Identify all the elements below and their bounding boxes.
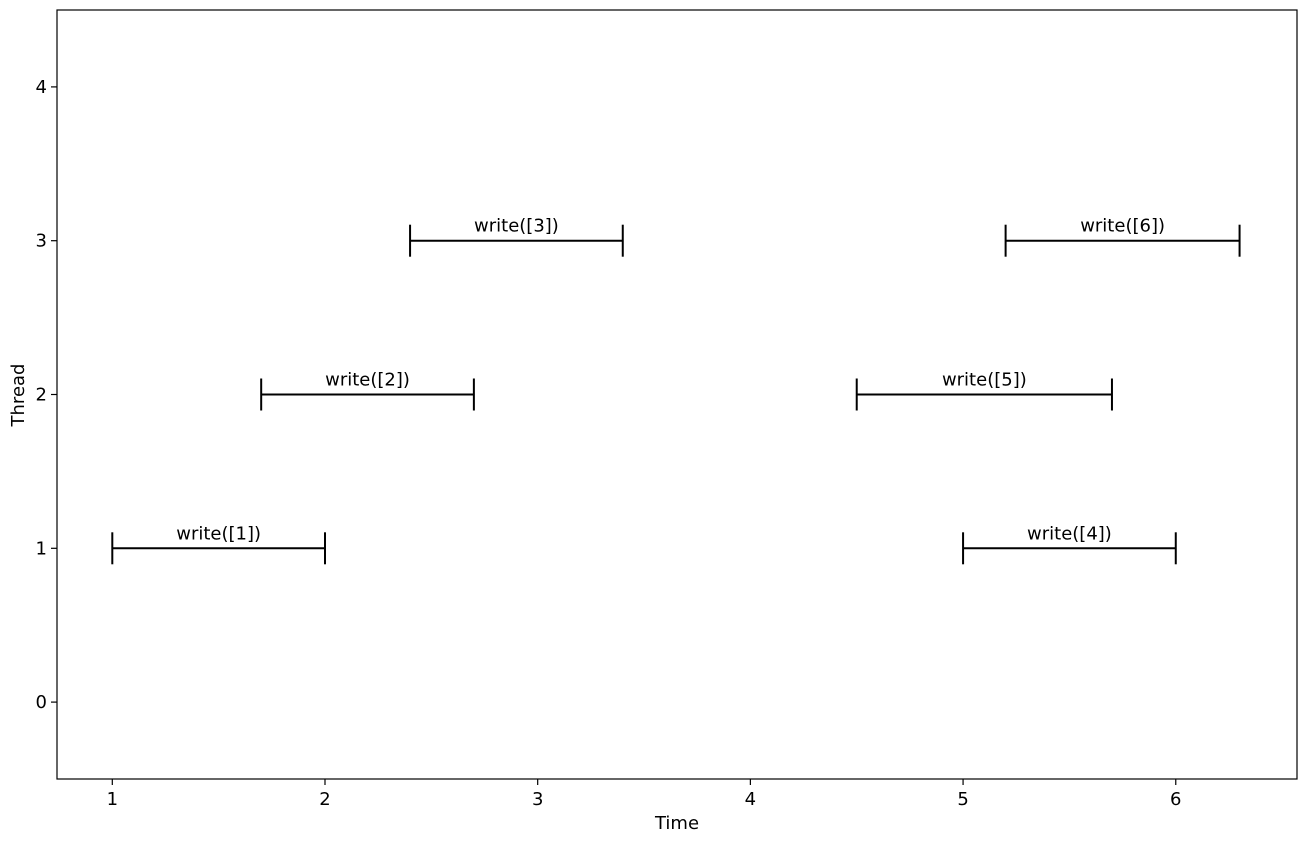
interval-bar: write([3]) <box>409 216 624 257</box>
interval-label: write([4]) <box>1027 523 1112 544</box>
x-axis-label: Time <box>654 813 699 834</box>
x-tick-label: 6 <box>1170 789 1181 810</box>
y-tick-label: 4 <box>36 77 47 98</box>
x-tick-label: 5 <box>957 789 968 810</box>
interval-label: write([5]) <box>942 370 1027 391</box>
y-tick-label: 1 <box>36 538 47 559</box>
interval-bar: write([1]) <box>111 523 326 565</box>
x-tick-label: 1 <box>107 789 118 810</box>
y-tick-label: 0 <box>36 692 47 713</box>
interval-label: write([1]) <box>176 523 261 544</box>
interval-label: write([3]) <box>474 216 559 237</box>
y-axis: 0 1 2 3 4 <box>36 77 57 713</box>
y-tick-label: 2 <box>36 385 47 406</box>
plot-area: write([1]) write([2]) write([3]) write([4])… <box>111 216 1241 565</box>
interval-bar: write([4]) <box>962 523 1177 565</box>
x-tick-label: 2 <box>319 789 330 810</box>
interval-label: write([6]) <box>1080 216 1165 237</box>
y-tick-label: 3 <box>36 231 47 252</box>
y-axis-label: Thread <box>8 364 29 428</box>
x-tick-label: 4 <box>745 789 756 810</box>
interval-bar: write([5]) <box>855 370 1113 411</box>
interval-label: write([2]) <box>325 370 410 391</box>
x-axis: 1 2 3 4 5 6 <box>107 779 1181 810</box>
x-tick-label: 3 <box>532 789 543 810</box>
interval-bar: write([2]) <box>260 370 475 411</box>
interval-bar: write([6]) <box>1004 216 1241 257</box>
